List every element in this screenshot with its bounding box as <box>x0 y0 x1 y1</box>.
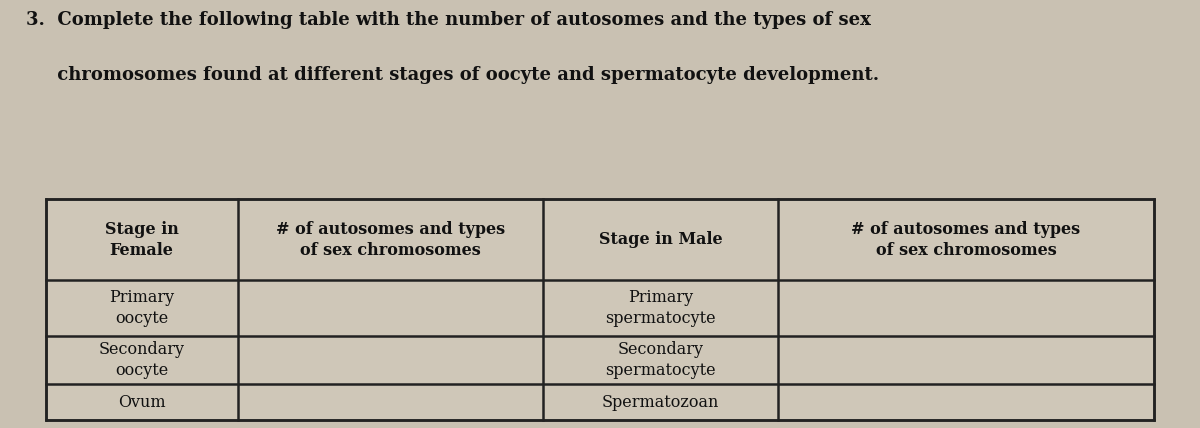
Text: Secondary
oocyte: Secondary oocyte <box>98 341 185 379</box>
Text: Ovum: Ovum <box>118 394 166 410</box>
Text: Primary
spermatocyte: Primary spermatocyte <box>605 289 715 327</box>
Text: # of autosomes and types
of sex chromosomes: # of autosomes and types of sex chromoso… <box>852 221 1081 259</box>
Bar <box>46 199 1154 420</box>
Text: Primary
oocyte: Primary oocyte <box>109 289 174 327</box>
Text: chromosomes found at different stages of oocyte and spermatocyte development.: chromosomes found at different stages of… <box>26 66 880 84</box>
Text: # of autosomes and types
of sex chromosomes: # of autosomes and types of sex chromoso… <box>276 221 505 259</box>
Text: Spermatozoan: Spermatozoan <box>601 394 719 410</box>
Text: Stage in Male: Stage in Male <box>599 231 722 248</box>
Text: 3.  Complete the following table with the number of autosomes and the types of s: 3. Complete the following table with the… <box>26 11 871 29</box>
Text: Stage in
Female: Stage in Female <box>104 221 179 259</box>
Text: Secondary
spermatocyte: Secondary spermatocyte <box>605 341 715 379</box>
